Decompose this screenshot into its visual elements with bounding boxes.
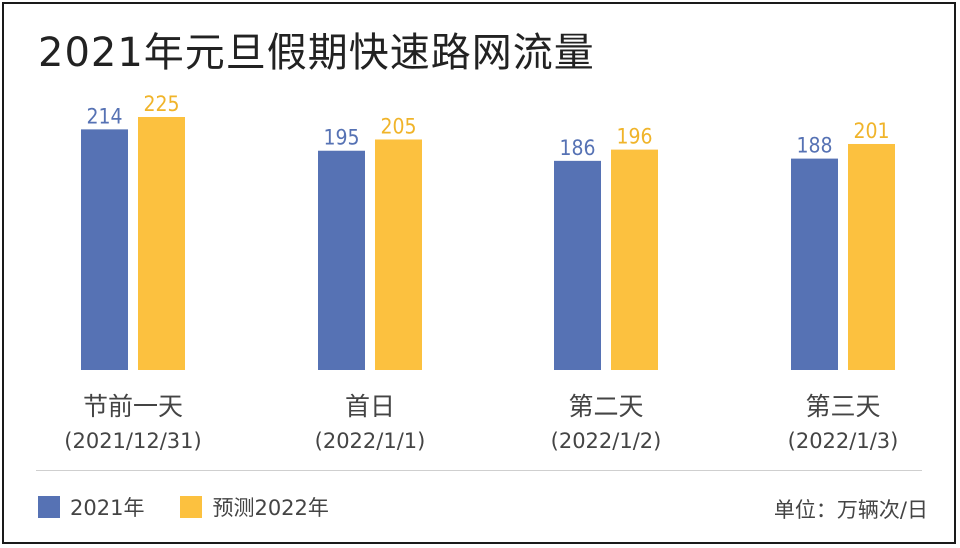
- data-label-2022-1: 225: [143, 92, 179, 116]
- data-label-2021-2: 195: [323, 126, 359, 150]
- category-date-label-1: (2021/12/31): [64, 429, 201, 453]
- category-date-label-2: (2022/1/1): [315, 429, 426, 453]
- data-label-2022-3: 196: [616, 125, 652, 149]
- data-label-2022-4: 201: [853, 119, 889, 143]
- legend: 2021年 预测2022年: [38, 492, 365, 522]
- category-label-2: 首日: [345, 392, 395, 421]
- data-label-2021-4: 188: [796, 134, 832, 158]
- bar-2021-4: [791, 158, 838, 370]
- chart-title: 2021年元旦假期快速路网流量: [38, 30, 595, 76]
- category-date-label-3: (2022/1/2): [551, 429, 662, 453]
- bar-2021-1: [81, 129, 128, 370]
- legend-label-2021: 2021年: [70, 496, 145, 520]
- bar-2022-1: [138, 117, 185, 370]
- legend-item-2021: 2021年: [38, 492, 144, 522]
- data-label-2021-3: 186: [559, 136, 595, 160]
- legend-swatch-2021: [38, 496, 60, 518]
- data-label-2022-2: 205: [380, 114, 416, 138]
- legend-swatch-2022: [180, 496, 203, 518]
- bar-2022-4: [848, 143, 895, 370]
- category-date-label-4: (2022/1/3): [788, 429, 899, 453]
- legend-item-2022: 预测2022年: [180, 492, 329, 522]
- bar-2022-3: [611, 149, 658, 370]
- unit-label: 单位：万辆次/日: [773, 498, 928, 522]
- category-label-3: 第二天: [568, 392, 643, 421]
- legend-label-2022: 预测2022年: [212, 496, 329, 520]
- legend-divider: [36, 470, 922, 471]
- bar-2021-3: [554, 160, 601, 370]
- category-label-1: 节前一天: [83, 392, 183, 421]
- bar-2022-2: [375, 139, 422, 370]
- bar-2021-2: [318, 150, 365, 370]
- category-label-4: 第三天: [805, 392, 880, 421]
- data-label-2021-1: 214: [86, 104, 122, 128]
